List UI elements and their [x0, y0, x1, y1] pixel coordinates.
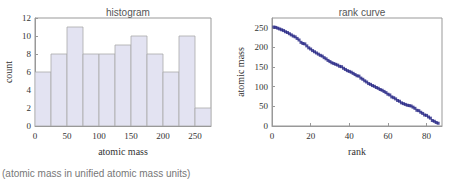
svg-text:100: 100	[255, 82, 269, 92]
svg-text:4: 4	[27, 85, 32, 95]
svg-text:200: 200	[156, 131, 170, 141]
svg-text:2: 2	[27, 103, 32, 113]
svg-text:count: count	[3, 61, 14, 83]
svg-text:atomic mass: atomic mass	[235, 47, 246, 97]
svg-text:8: 8	[27, 49, 32, 59]
svg-text:12: 12	[22, 13, 31, 23]
svg-text:6: 6	[27, 67, 32, 77]
svg-text:200: 200	[255, 42, 269, 52]
svg-text:histogram: histogram	[106, 7, 150, 18]
svg-text:50: 50	[259, 101, 269, 111]
svg-text:250: 250	[188, 131, 202, 141]
svg-text:20: 20	[306, 131, 316, 141]
svg-text:150: 150	[124, 131, 138, 141]
svg-text:atomic mass: atomic mass	[98, 146, 148, 157]
svg-text:100: 100	[92, 131, 106, 141]
svg-text:60: 60	[383, 131, 393, 141]
svg-text:80: 80	[422, 131, 432, 141]
svg-text:250: 250	[255, 23, 269, 33]
svg-text:0: 0	[27, 121, 32, 131]
svg-text:0: 0	[264, 121, 269, 131]
svg-text:rank: rank	[348, 146, 366, 157]
svg-text:(atomic mass in unified atomic: (atomic mass in unified atomic mass unit…	[2, 168, 190, 179]
svg-text:rank curve: rank curve	[339, 7, 386, 18]
svg-text:10: 10	[22, 31, 32, 41]
svg-text:150: 150	[255, 62, 269, 72]
svg-text:50: 50	[63, 131, 73, 141]
svg-text:0: 0	[270, 131, 275, 141]
svg-text:0: 0	[33, 131, 38, 141]
svg-text:40: 40	[345, 131, 355, 141]
